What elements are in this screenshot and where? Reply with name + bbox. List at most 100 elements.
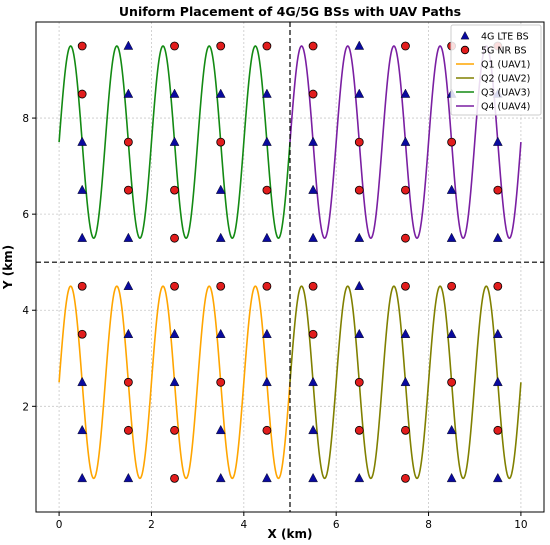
nr-bs-marker bbox=[354, 137, 364, 147]
lte-bs-marker bbox=[215, 232, 226, 242]
lte-bs-marker bbox=[354, 232, 365, 242]
y-tick-label: 4 bbox=[22, 305, 29, 317]
nr-bs-marker bbox=[170, 41, 179, 51]
lte-bs-marker bbox=[446, 232, 457, 242]
lte-bs-marker bbox=[492, 472, 503, 483]
nr-bs-marker bbox=[123, 377, 133, 387]
lte-bs-marker bbox=[308, 472, 318, 483]
legend-nr-marker bbox=[460, 45, 470, 55]
x-tick-label: 0 bbox=[56, 519, 63, 531]
lte-bs-marker bbox=[77, 472, 88, 483]
nr-bs-marker bbox=[77, 41, 87, 51]
lte-bs-marker bbox=[215, 88, 226, 98]
nr-bs-marker bbox=[308, 89, 318, 99]
nr-bs-marker bbox=[77, 281, 87, 291]
nr-bs-marker bbox=[401, 281, 410, 291]
nr-bs-marker bbox=[77, 329, 87, 339]
x-tick-label: 8 bbox=[425, 519, 432, 531]
lte-bs-marker bbox=[446, 472, 457, 483]
nr-bs-marker bbox=[447, 137, 457, 147]
lte-bs-marker bbox=[308, 424, 318, 435]
nr-bs-marker bbox=[493, 425, 503, 435]
x-tick-label: 4 bbox=[240, 519, 247, 531]
lte-bs-marker bbox=[400, 328, 411, 338]
nr-bs-marker bbox=[123, 137, 133, 147]
legend-entry-label: 5G NR BS bbox=[481, 46, 527, 57]
lte-bs-marker bbox=[169, 328, 180, 338]
nr-bs-marker bbox=[77, 89, 87, 99]
nr-bs-marker bbox=[354, 185, 364, 195]
nr-bs-marker bbox=[308, 281, 318, 291]
lte-bs-marker bbox=[262, 136, 272, 146]
lte-bs-marker bbox=[215, 424, 226, 435]
nr-bs-marker bbox=[401, 233, 410, 243]
lte-bs-marker bbox=[262, 232, 272, 242]
nr-bs-marker bbox=[354, 425, 364, 435]
lte-bs-marker bbox=[308, 136, 318, 146]
nr-bs-marker bbox=[170, 185, 179, 195]
lte-bs-marker bbox=[262, 328, 272, 338]
lte-bs-marker bbox=[123, 88, 134, 98]
lte-bs-marker bbox=[123, 232, 134, 242]
nr-bs-marker bbox=[170, 425, 179, 435]
lte-bs-marker bbox=[77, 376, 88, 386]
nr-bs-marker bbox=[262, 281, 272, 291]
lte-bs-marker bbox=[215, 328, 226, 338]
y-tick-label: 2 bbox=[22, 401, 29, 413]
lte-bs-marker bbox=[262, 472, 272, 483]
lte-bs-marker bbox=[354, 40, 365, 50]
lte-bs-marker bbox=[354, 280, 365, 290]
lte-bs-marker bbox=[400, 376, 411, 386]
lte-bs-marker bbox=[308, 376, 318, 386]
nr-bs-marker bbox=[493, 185, 503, 195]
lte-bs-marker bbox=[215, 184, 226, 194]
nr-bs-marker bbox=[170, 473, 179, 483]
lte-bs-marker bbox=[169, 376, 180, 386]
lte-bs-marker bbox=[492, 328, 503, 338]
nr-bs-marker bbox=[401, 425, 410, 435]
nr-bs-marker bbox=[170, 281, 179, 291]
lte-bs-marker bbox=[77, 232, 88, 242]
lte-bs-marker bbox=[492, 136, 503, 146]
legend-entry-label: Q3 (UAV3) bbox=[481, 88, 530, 99]
lte-bs-marker bbox=[123, 40, 134, 50]
axis-ticks: 0 2 4 6 8 10 2 4 6 8 bbox=[22, 113, 527, 531]
lte-bs-marker bbox=[446, 424, 457, 435]
nr-bs-marker bbox=[308, 329, 318, 339]
nr-bs-marker bbox=[123, 185, 133, 195]
lte-bs-marker bbox=[262, 376, 272, 386]
lte-bs-marker bbox=[123, 280, 134, 290]
lte-bs-marker bbox=[400, 88, 411, 98]
lte-bs-marker bbox=[169, 136, 180, 146]
lte-bs-marker bbox=[446, 328, 457, 338]
lte-bs-marker bbox=[354, 472, 365, 483]
nr-bs-marker bbox=[123, 425, 133, 435]
nr-bs-marker bbox=[308, 41, 318, 51]
x-tick-label: 2 bbox=[148, 519, 155, 531]
lte-bs-marker bbox=[215, 472, 226, 483]
lte-bs-marker bbox=[308, 232, 318, 242]
nr-bs-marker bbox=[262, 425, 272, 435]
y-tick-label: 6 bbox=[22, 209, 29, 221]
nr-bs-marker bbox=[401, 41, 410, 51]
lte-bs-marker bbox=[446, 184, 457, 194]
nr-bs-marker bbox=[447, 281, 457, 291]
lte-bs-marker bbox=[262, 88, 272, 98]
legend-lte-marker bbox=[460, 31, 470, 40]
lte-bs-marker bbox=[123, 328, 134, 338]
legend-entry-label: Q2 (UAV2) bbox=[481, 74, 530, 85]
lte-bs-marker bbox=[492, 376, 503, 386]
nr-bs-marker bbox=[493, 281, 503, 291]
lte-bs-marker bbox=[400, 136, 411, 146]
nr-bs-marker bbox=[216, 41, 226, 51]
plot-frame bbox=[35, 21, 545, 513]
lte-bs-marker bbox=[77, 136, 88, 146]
lte-bs-marker bbox=[77, 424, 88, 435]
nr-bs-marker bbox=[447, 377, 457, 387]
lte-bs-marker bbox=[123, 472, 134, 483]
nr-bs-marker bbox=[216, 137, 226, 147]
nr-bs-marker bbox=[170, 233, 179, 243]
x-tick-label: 6 bbox=[333, 519, 340, 531]
